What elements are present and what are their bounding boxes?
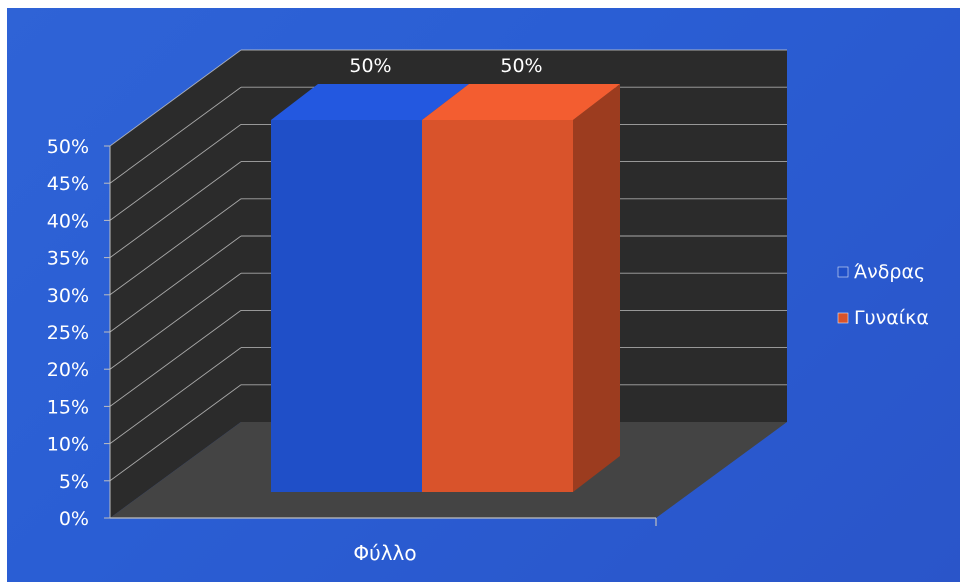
gridline-side bbox=[109, 310, 242, 407]
y-tick-label: 0% bbox=[59, 508, 89, 530]
legend-label: Άνδρας bbox=[854, 261, 925, 283]
bars bbox=[271, 84, 620, 492]
gridline-side bbox=[109, 235, 242, 333]
data-label: 50% bbox=[349, 55, 391, 77]
y-tick-label: 5% bbox=[59, 471, 89, 493]
y-tick-label: 35% bbox=[47, 248, 89, 270]
y-tick-label: 10% bbox=[47, 434, 89, 456]
gridline-side bbox=[109, 347, 242, 444]
gridline-side bbox=[109, 124, 242, 221]
bar bbox=[271, 120, 422, 492]
bar-side bbox=[573, 84, 620, 492]
y-tick-label: 20% bbox=[47, 359, 89, 381]
gridline-side bbox=[109, 49, 242, 147]
y-tick-label: 30% bbox=[47, 285, 89, 307]
y-tick-label: 50% bbox=[47, 136, 89, 158]
data-labels: 50% 50% bbox=[349, 55, 542, 77]
x-category-label: Φύλλο bbox=[353, 541, 416, 565]
bar-top bbox=[422, 84, 620, 120]
legend-swatch bbox=[837, 266, 849, 278]
chart-card: 0% 5% 10% 15% 20% 25% 30% 35% 40% 45% 50% 50% 50% Φ… bbox=[7, 8, 960, 582]
legend-swatch bbox=[837, 312, 849, 324]
data-label: 50% bbox=[500, 55, 542, 77]
y-tick-label: 45% bbox=[47, 173, 89, 195]
chart-svg: 0% 5% 10% 15% 20% 25% 30% 35% 40% 45% 50% 50% 50% Φ… bbox=[47, 49, 929, 565]
gridline-side bbox=[109, 272, 242, 370]
y-axis-ticks: 0% 5% 10% 15% 20% 25% 30% 35% 40% 45% 50% bbox=[47, 136, 110, 530]
gridline-side bbox=[109, 198, 242, 296]
legend-label: Γυναίκα bbox=[854, 307, 929, 329]
y-tick-label: 40% bbox=[47, 210, 89, 232]
bar bbox=[422, 120, 573, 492]
y-tick-label: 15% bbox=[47, 396, 89, 418]
gridline-side bbox=[109, 86, 242, 184]
legend: Άνδρας Γυναίκα bbox=[837, 261, 929, 329]
bar-top bbox=[271, 84, 469, 120]
y-tick-label: 25% bbox=[47, 322, 89, 344]
gridline-side bbox=[109, 161, 242, 258]
gridline-side bbox=[109, 384, 242, 482]
